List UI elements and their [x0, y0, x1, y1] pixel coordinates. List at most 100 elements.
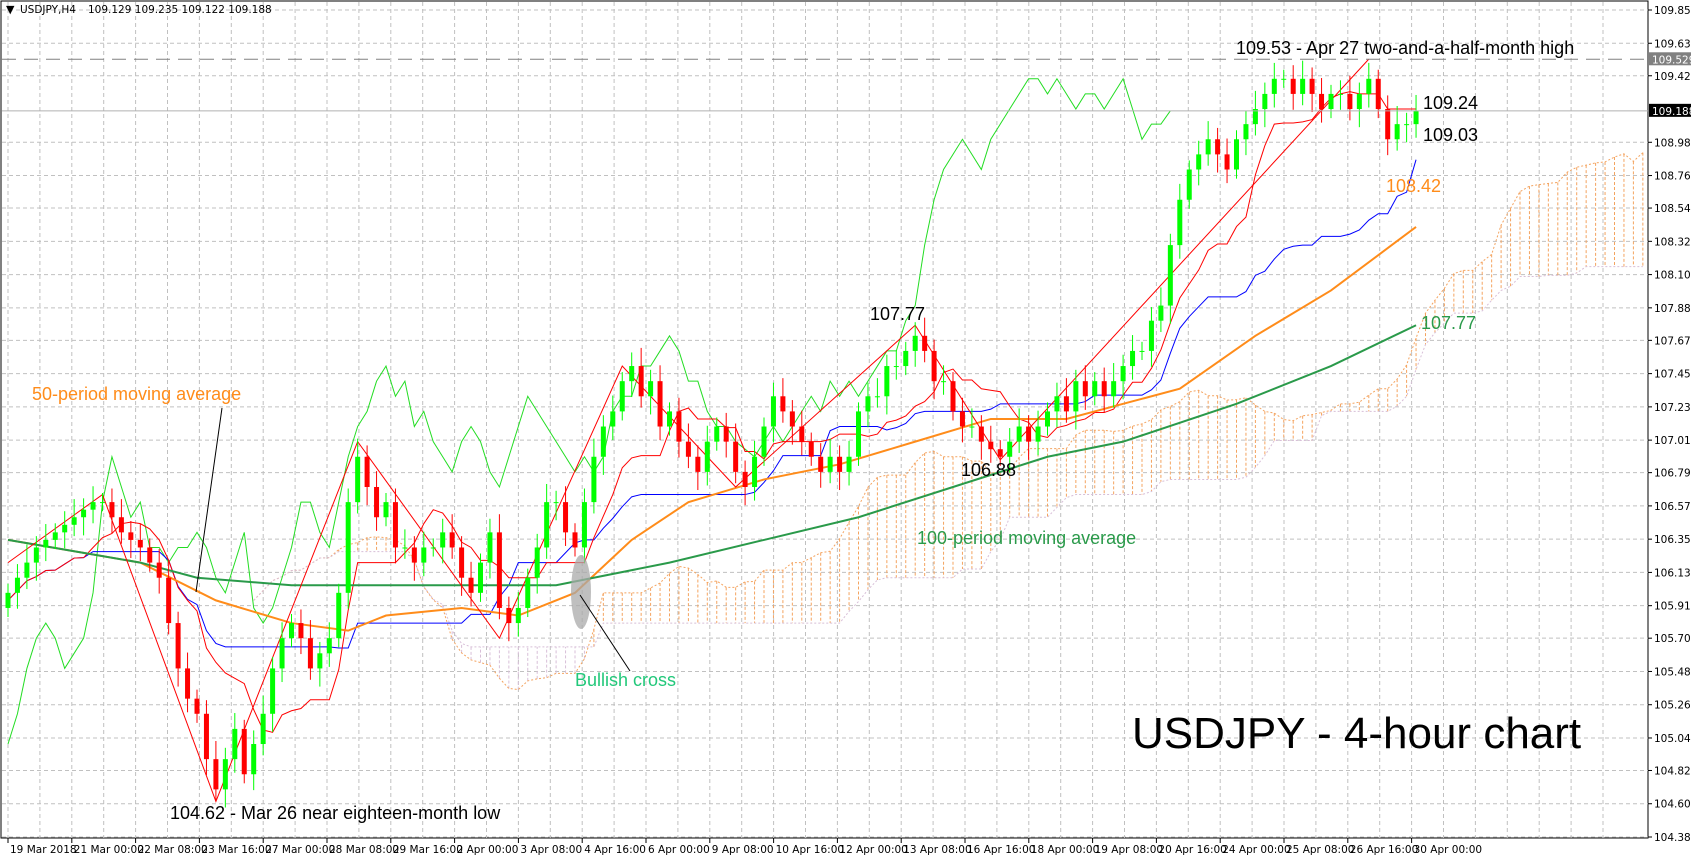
candle-body	[109, 502, 115, 518]
candle-body	[752, 456, 758, 487]
candle-body	[922, 335, 928, 351]
y-tick-label: 107.670	[1654, 335, 1691, 347]
candle-body	[544, 502, 550, 548]
x-tick-label: 30 Apr 00:00	[1414, 844, 1482, 856]
candle-body	[90, 502, 96, 510]
x-tick-label: 19 Apr 08:00	[1095, 844, 1163, 856]
candle-body	[175, 623, 181, 669]
annotation-bullish-cross: Bullish cross	[575, 670, 676, 690]
candle-body	[364, 456, 370, 487]
candle-body	[298, 623, 304, 639]
indicator-lines	[7, 58, 1644, 803]
x-tick-label: 16 Apr 16:00	[967, 844, 1035, 856]
candle-body	[1186, 169, 1192, 200]
candle-body	[62, 524, 68, 533]
candle-body	[355, 456, 361, 503]
candle-body	[118, 517, 124, 533]
candle-body	[1082, 381, 1088, 397]
collapse-arrow-icon[interactable]: ▼	[6, 3, 15, 16]
y-tick-label: 109.855	[1654, 5, 1691, 17]
candle-body	[1063, 396, 1069, 412]
candle-body	[799, 426, 805, 442]
high-level-box	[1649, 52, 1691, 66]
tenkan-sen-line	[7, 91, 1417, 733]
candle-body	[307, 638, 313, 669]
candle-body	[1045, 411, 1050, 427]
candle-body	[14, 577, 20, 593]
candle-body	[1035, 426, 1041, 442]
candle-body	[1139, 350, 1145, 352]
candle-body	[1404, 124, 1410, 126]
candle-body	[733, 441, 739, 472]
candle-body	[808, 441, 814, 457]
chart-header-symbol: USDJPY,H4	[20, 4, 76, 16]
candle-body	[232, 728, 238, 760]
candle-body	[657, 381, 663, 427]
zigzag-line	[7, 58, 1370, 803]
y-tick-label: 104.605	[1654, 799, 1691, 811]
y-tick-label: 107.450	[1654, 369, 1691, 381]
candle-body	[997, 449, 1003, 457]
candle-body	[648, 381, 654, 397]
candle-body	[742, 471, 748, 487]
candle-body	[1177, 199, 1183, 246]
x-tick-label: 25 Apr 08:00	[1286, 844, 1354, 856]
x-tick-label: 27 Mar 00:00	[265, 844, 335, 856]
candle-body	[506, 607, 512, 624]
candle-body	[1073, 381, 1079, 412]
candle-body	[572, 532, 578, 548]
candle-body	[260, 713, 266, 745]
candle-body	[553, 502, 559, 504]
annotation-tenkan-value: 109.24	[1423, 93, 1478, 113]
candle-body	[1337, 93, 1343, 95]
y-tick-label: 106.575	[1654, 501, 1691, 513]
chart-title: USDJPY - 4-hour chart	[1132, 709, 1581, 758]
candle-body	[950, 381, 956, 412]
chart-header-ohlc: 109.129 109.235 109.122 109.188	[88, 4, 272, 16]
candle-body	[695, 456, 701, 472]
candle-body	[667, 411, 672, 427]
x-tick-label: 3 Apr 08:00	[520, 844, 582, 856]
candle-body	[714, 426, 720, 442]
y-tick-label: 108.105	[1654, 270, 1691, 282]
candle-body	[959, 411, 965, 427]
y-tick-label: 104.385	[1654, 832, 1691, 844]
x-tick-label: 28 Mar 08:00	[329, 844, 399, 856]
candle-body	[912, 335, 918, 351]
candle-body	[1007, 441, 1013, 457]
candle-body	[487, 532, 493, 563]
annotation-ma50-value: 108.42	[1386, 176, 1441, 196]
candle-body	[1385, 109, 1391, 140]
candle-body	[1148, 320, 1154, 351]
y-tick-label: 106.795	[1654, 468, 1691, 480]
x-tick-label: 9 Apr 08:00	[712, 844, 774, 856]
x-tick-label: 20 Apr 16:00	[1158, 844, 1226, 856]
candle-body	[941, 381, 947, 383]
candle-body	[865, 396, 871, 412]
candle-body	[411, 547, 417, 563]
x-tick-label: 10 Apr 16:00	[776, 844, 844, 856]
candle-body	[1234, 139, 1239, 170]
candle-body	[5, 592, 11, 608]
candle-body	[478, 562, 483, 593]
y-tick-label: 108.980	[1654, 137, 1691, 149]
candles	[5, 60, 1419, 808]
overlay: 109.529 109.188	[2, 52, 1691, 118]
annotation-ma100-value: 107.77	[1421, 313, 1476, 333]
ma100-line	[7, 324, 1417, 587]
candle-body	[440, 532, 446, 548]
candle-body	[459, 547, 465, 578]
bullish-cross-pointer-line	[579, 594, 631, 672]
y-tick-label: 108.760	[1654, 171, 1691, 183]
x-tick-label: 13 Apr 08:00	[903, 844, 971, 856]
candle-body	[1394, 124, 1400, 140]
candle-body	[1290, 78, 1296, 94]
candle-body	[988, 441, 994, 450]
candle-body	[534, 547, 540, 578]
candle-body	[166, 577, 172, 624]
candle-body	[1196, 154, 1202, 170]
candle-body	[156, 562, 162, 578]
x-tick-label: 12 Apr 00:00	[839, 844, 907, 856]
candle-body	[1111, 381, 1117, 397]
x-tick-label: 6 Apr 00:00	[648, 844, 710, 856]
